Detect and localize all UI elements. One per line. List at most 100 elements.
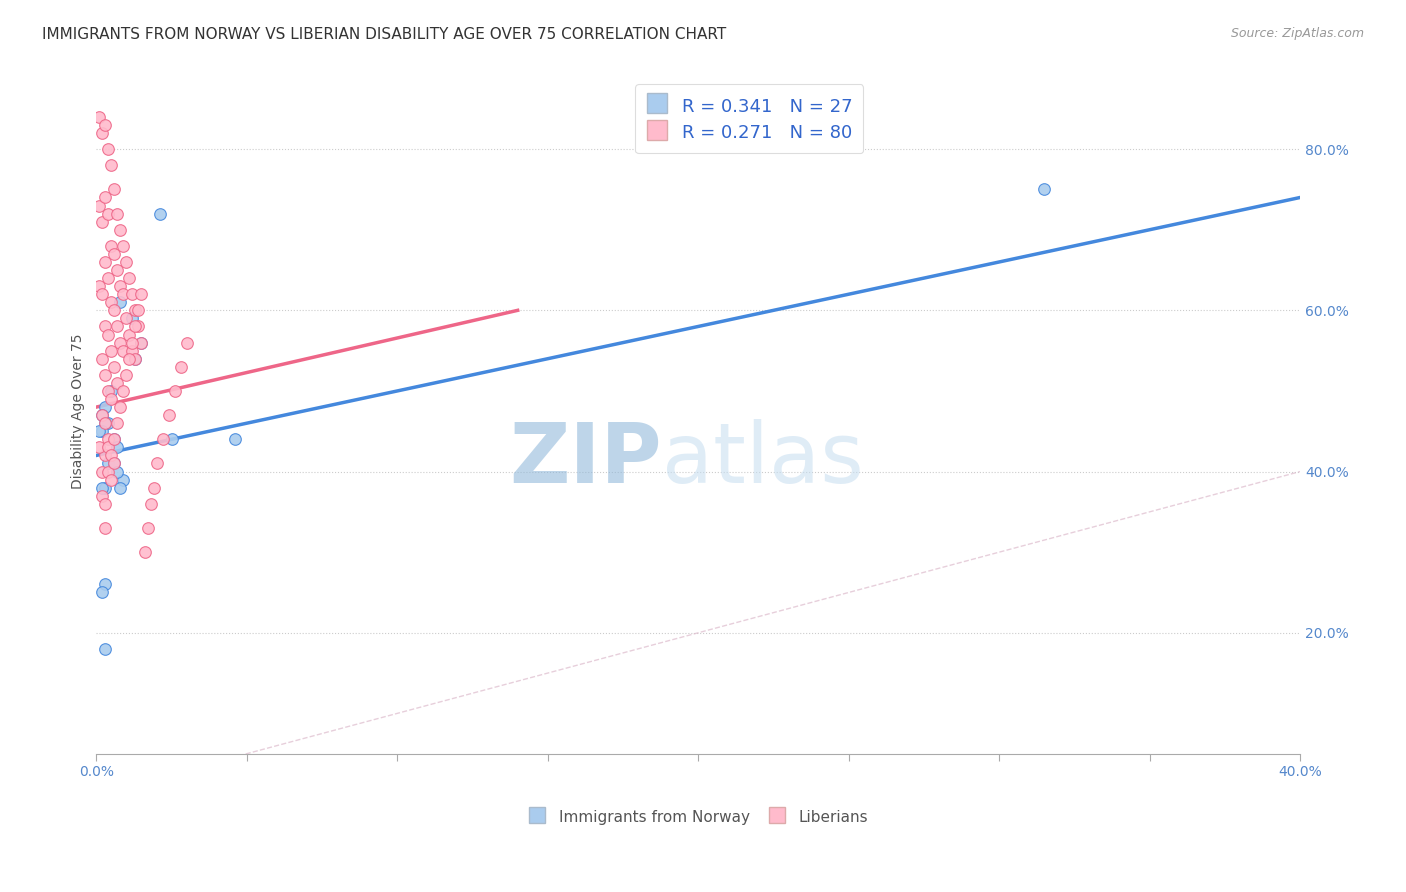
Point bbox=[103, 247, 125, 261]
Point bbox=[103, 433, 125, 447]
Point bbox=[107, 263, 129, 277]
Point bbox=[134, 545, 156, 559]
Point bbox=[139, 497, 162, 511]
Point bbox=[97, 384, 120, 398]
Point bbox=[127, 303, 149, 318]
Point bbox=[94, 118, 117, 132]
Point bbox=[152, 433, 174, 447]
Point bbox=[110, 481, 132, 495]
Point bbox=[94, 416, 117, 430]
Point bbox=[100, 239, 122, 253]
Point bbox=[124, 351, 146, 366]
Point bbox=[107, 416, 129, 430]
Point bbox=[94, 190, 117, 204]
Text: Source: ZipAtlas.com: Source: ZipAtlas.com bbox=[1230, 27, 1364, 40]
Point bbox=[124, 303, 146, 318]
Point bbox=[91, 408, 114, 422]
Point bbox=[157, 408, 180, 422]
Point bbox=[97, 433, 120, 447]
Point bbox=[169, 359, 191, 374]
Point bbox=[121, 343, 143, 358]
Point bbox=[89, 198, 111, 212]
Point bbox=[107, 465, 129, 479]
Point bbox=[124, 351, 146, 366]
Point bbox=[94, 497, 117, 511]
Point bbox=[131, 287, 153, 301]
Point bbox=[107, 376, 129, 390]
Point bbox=[115, 311, 138, 326]
Point bbox=[100, 449, 122, 463]
Point bbox=[91, 287, 114, 301]
Point bbox=[110, 400, 132, 414]
Point bbox=[142, 481, 165, 495]
Point bbox=[136, 521, 159, 535]
Point bbox=[127, 319, 149, 334]
Point bbox=[124, 319, 146, 334]
Point bbox=[97, 206, 120, 220]
Text: atlas: atlas bbox=[662, 418, 863, 500]
Point bbox=[94, 416, 117, 430]
Point bbox=[112, 384, 135, 398]
Point bbox=[91, 408, 114, 422]
Y-axis label: Disability Age Over 75: Disability Age Over 75 bbox=[72, 334, 86, 489]
Point bbox=[100, 473, 122, 487]
Point bbox=[112, 343, 135, 358]
Point bbox=[100, 343, 122, 358]
Point bbox=[100, 392, 122, 406]
Text: IMMIGRANTS FROM NORWAY VS LIBERIAN DISABILITY AGE OVER 75 CORRELATION CHART: IMMIGRANTS FROM NORWAY VS LIBERIAN DISAB… bbox=[42, 27, 727, 42]
Point bbox=[145, 457, 167, 471]
Point bbox=[91, 465, 114, 479]
Point bbox=[89, 441, 111, 455]
Point bbox=[110, 279, 132, 293]
Point bbox=[107, 206, 129, 220]
Point bbox=[107, 319, 129, 334]
Point bbox=[176, 335, 198, 350]
Point bbox=[94, 449, 117, 463]
Point bbox=[94, 577, 117, 591]
Point bbox=[1033, 182, 1056, 196]
Point bbox=[131, 335, 153, 350]
Point bbox=[112, 287, 135, 301]
Point bbox=[112, 473, 135, 487]
Point bbox=[89, 279, 111, 293]
Point bbox=[91, 481, 114, 495]
Point bbox=[97, 327, 120, 342]
Point bbox=[118, 327, 141, 342]
Point bbox=[100, 158, 122, 172]
Point bbox=[118, 351, 141, 366]
Point bbox=[89, 424, 111, 438]
Point bbox=[148, 206, 170, 220]
Point bbox=[103, 303, 125, 318]
Point bbox=[94, 400, 117, 414]
Point bbox=[97, 441, 120, 455]
Point bbox=[115, 368, 138, 382]
Point bbox=[121, 311, 143, 326]
Point bbox=[103, 182, 125, 196]
Point bbox=[97, 465, 120, 479]
Point bbox=[91, 126, 114, 140]
Point bbox=[94, 255, 117, 269]
Point bbox=[118, 271, 141, 285]
Point bbox=[97, 457, 120, 471]
Point bbox=[131, 335, 153, 350]
Point bbox=[100, 384, 122, 398]
Point bbox=[91, 489, 114, 503]
Point bbox=[97, 271, 120, 285]
Point bbox=[107, 441, 129, 455]
Point bbox=[103, 457, 125, 471]
Point bbox=[121, 335, 143, 350]
Point bbox=[103, 359, 125, 374]
Point bbox=[91, 424, 114, 438]
Point bbox=[121, 287, 143, 301]
Legend: Immigrants from Norway, Liberians: Immigrants from Norway, Liberians bbox=[522, 803, 875, 832]
Point bbox=[94, 319, 117, 334]
Point bbox=[94, 641, 117, 656]
Text: ZIP: ZIP bbox=[509, 418, 662, 500]
Point bbox=[100, 295, 122, 310]
Point bbox=[94, 481, 117, 495]
Point bbox=[110, 223, 132, 237]
Point bbox=[103, 433, 125, 447]
Point bbox=[89, 110, 111, 124]
Point bbox=[224, 433, 246, 447]
Point bbox=[103, 457, 125, 471]
